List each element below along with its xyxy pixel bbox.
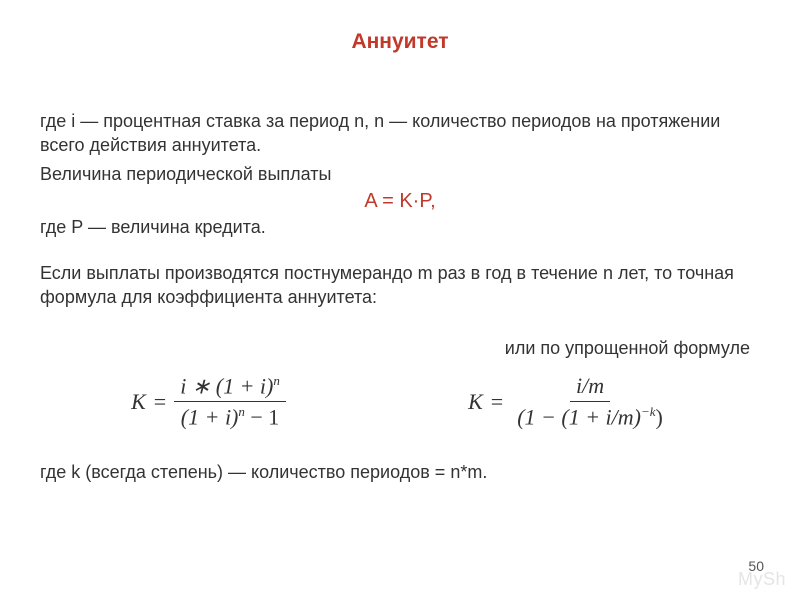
formula-1-den-a: (1 + i) bbox=[181, 404, 239, 429]
definition-text-1: где i — процентная ставка за период n, n… bbox=[40, 109, 760, 158]
formula-2-fraction: i/m (1 − (1 + i/m)−k) bbox=[511, 371, 669, 432]
definition-text-2: Величина периодической выплаты bbox=[40, 162, 760, 186]
formula-2-num: i/m bbox=[576, 373, 604, 398]
formula-2-lhs: K bbox=[468, 389, 483, 415]
formula-1-den-b: − 1 bbox=[245, 404, 279, 429]
formula-2-den-b: ) bbox=[656, 404, 663, 429]
formula-2: K = i/m (1 − (1 + i/m)−k) bbox=[468, 371, 669, 432]
page-title: Аннуитет bbox=[40, 30, 760, 54]
formula-1-num-exp: n bbox=[273, 373, 280, 388]
formula-1-lhs: K bbox=[131, 389, 146, 415]
definition-text-5: где k (всегда степень) — количество пери… bbox=[40, 460, 760, 484]
formula-1: K = i ∗ (1 + i)n (1 + i)n − 1 bbox=[131, 371, 286, 433]
formula-2-den-a: (1 − (1 + i/m) bbox=[517, 404, 641, 429]
watermark: MySh bbox=[738, 569, 786, 590]
formula-1-fraction: i ∗ (1 + i)n (1 + i)n − 1 bbox=[174, 371, 286, 433]
formula-2-den-exp: −k bbox=[641, 404, 656, 419]
definition-text-3: где P — величина кредита. bbox=[40, 215, 760, 239]
right-note: или по упрощенной формуле bbox=[40, 338, 760, 359]
formula-1-num-a: i ∗ (1 + i) bbox=[180, 373, 273, 398]
equals-sign: = bbox=[154, 389, 166, 415]
equals-sign-2: = bbox=[491, 389, 503, 415]
definition-text-4: Если выплаты производятся постнумерандо … bbox=[40, 261, 760, 310]
formulas-row: K = i ∗ (1 + i)n (1 + i)n − 1 K = i/m (1… bbox=[40, 371, 760, 433]
main-formula: A = K·P, bbox=[40, 190, 760, 213]
